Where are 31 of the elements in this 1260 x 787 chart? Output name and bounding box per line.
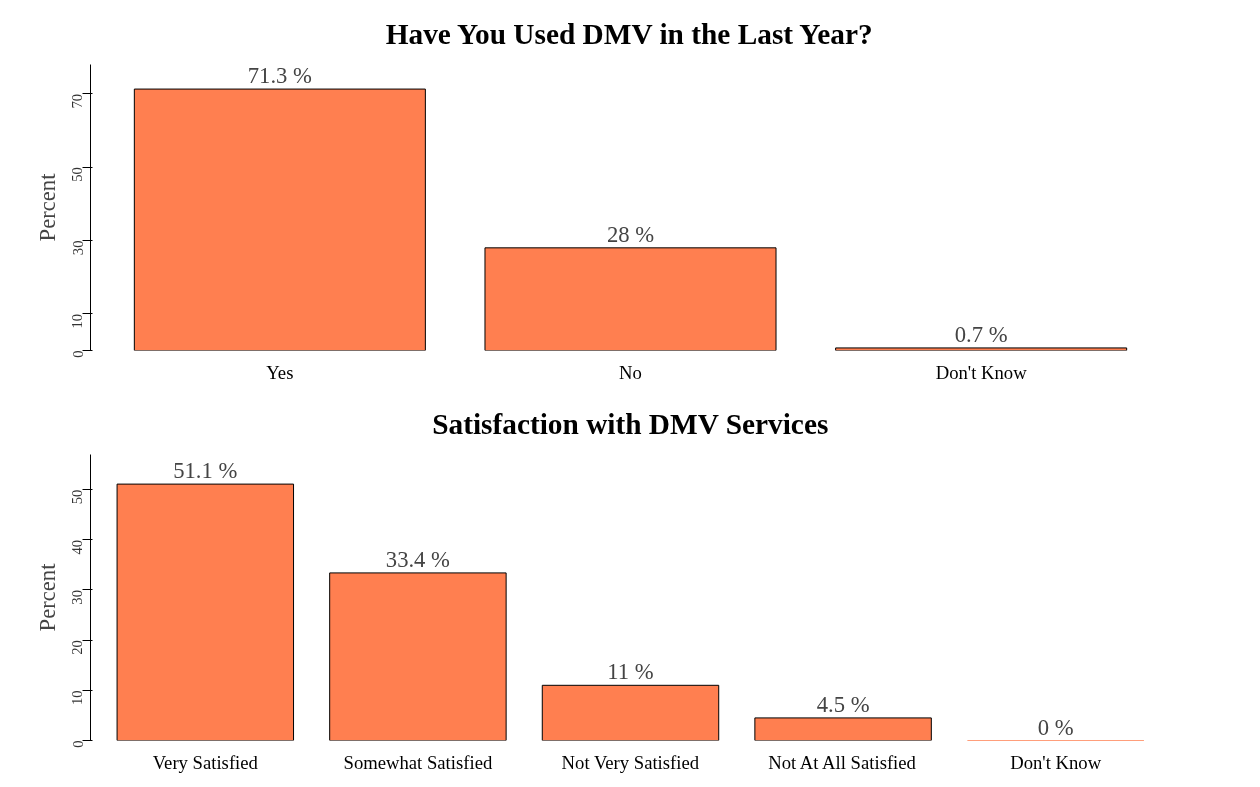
data-label: 0 % — [1037, 714, 1074, 740]
data-label: 4.5 % — [816, 691, 870, 717]
chart-title: Satisfaction with DMV Services — [432, 407, 829, 440]
y-axis-title: Percent — [34, 172, 60, 242]
x-tick-label: No — [619, 361, 642, 383]
y-tick-label: 10 — [69, 690, 86, 705]
data-label: 71.3 % — [247, 63, 313, 89]
y-tick-label: 50 — [69, 167, 86, 182]
y-tick-label: 40 — [69, 539, 86, 555]
y-tick-label: 0 — [69, 740, 86, 748]
data-label: 51.1 % — [173, 458, 238, 484]
x-tick-label: Somewhat Satisfied — [343, 751, 493, 773]
x-tick-label: Not Very Satisfied — [561, 751, 700, 773]
data-label: 0.7 % — [954, 321, 1008, 347]
y-tick-label: 10 — [69, 313, 86, 329]
x-tick-label: Don't Know — [1010, 751, 1102, 773]
data-label: 28 % — [606, 221, 655, 247]
x-tick-label: Very Satisfied — [152, 751, 259, 773]
x-tick-label: Not At All Satisfied — [768, 751, 917, 773]
data-label: 33.4 % — [385, 546, 451, 572]
y-tick-label: 70 — [69, 93, 86, 109]
y-tick-label: 0 — [69, 350, 86, 358]
y-tick-label: 30 — [69, 240, 86, 256]
y-tick-label: 50 — [69, 489, 86, 505]
x-tick-label: Yes — [266, 361, 294, 383]
chart-title: Have You Used DMV in the Last Year? — [385, 17, 873, 50]
y-tick-label: 30 — [69, 589, 86, 605]
data-label: 11 % — [607, 659, 654, 685]
y-tick-label: 20 — [69, 640, 86, 655]
y-axis-title: Percent — [34, 562, 60, 632]
x-tick-label: Don't Know — [935, 361, 1028, 383]
